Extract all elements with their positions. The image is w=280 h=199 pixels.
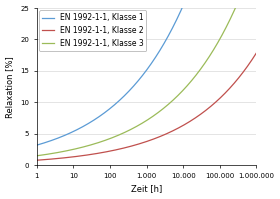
EN 1992-1-1, Klasse 1: [124, 93, 127, 96]
EN 1992-1-1, Klasse 2: [186, 122, 189, 124]
EN 1992-1-1, Klasse 3: [57, 151, 61, 153]
EN 1992-1-1, Klasse 3: [206, 57, 210, 60]
EN 1992-1-1, Klasse 2: [35, 159, 38, 161]
EN 1992-1-1, Klasse 3: [186, 84, 189, 86]
EN 1992-1-1, Klasse 1: [132, 85, 135, 87]
EN 1992-1-1, Klasse 3: [210, 51, 214, 54]
X-axis label: Zeit [h]: Zeit [h]: [131, 184, 162, 193]
EN 1992-1-1, Klasse 1: [35, 144, 38, 146]
EN 1992-1-1, Klasse 1: [57, 137, 61, 139]
EN 1992-1-1, Klasse 2: [132, 144, 135, 147]
EN 1992-1-1, Klasse 2: [210, 104, 214, 106]
EN 1992-1-1, Klasse 3: [124, 131, 127, 133]
Line: EN 1992-1-1, Klasse 2: EN 1992-1-1, Klasse 2: [37, 53, 256, 160]
Legend: EN 1992-1-1, Klasse 1, EN 1992-1-1, Klasse 2, EN 1992-1-1, Klasse 3: EN 1992-1-1, Klasse 1, EN 1992-1-1, Klas…: [39, 10, 146, 51]
EN 1992-1-1, Klasse 3: [35, 155, 38, 157]
EN 1992-1-1, Klasse 2: [57, 157, 61, 160]
Line: EN 1992-1-1, Klasse 1: EN 1992-1-1, Klasse 1: [37, 0, 256, 145]
Y-axis label: Relaxation [%]: Relaxation [%]: [6, 56, 15, 118]
EN 1992-1-1, Klasse 2: [255, 52, 258, 54]
EN 1992-1-1, Klasse 2: [206, 107, 210, 110]
EN 1992-1-1, Klasse 2: [124, 146, 127, 149]
EN 1992-1-1, Klasse 3: [132, 127, 135, 129]
Line: EN 1992-1-1, Klasse 3: EN 1992-1-1, Klasse 3: [37, 0, 256, 156]
